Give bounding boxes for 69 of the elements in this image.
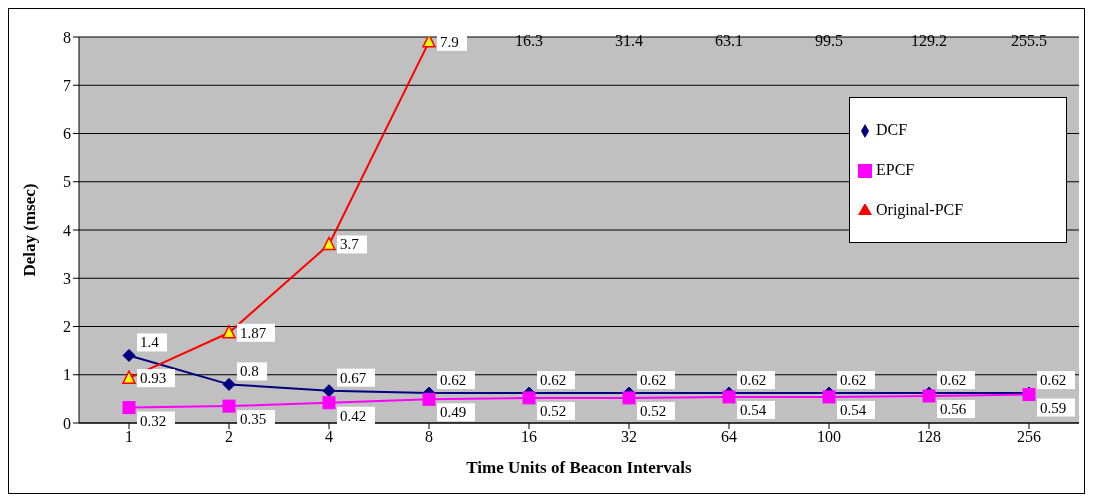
- data-label: 0.35: [240, 411, 267, 428]
- data-label: 1.87: [240, 324, 267, 341]
- data-label: 0.62: [440, 372, 467, 389]
- x-tick-label: 1: [125, 428, 133, 446]
- legend-label: DCF: [876, 121, 908, 138]
- x-tick-label: 100: [817, 428, 841, 446]
- y-tick-label: 1: [63, 366, 71, 384]
- x-axis-title: Time Units of Beacon Intervals: [466, 458, 693, 477]
- data-label: 0.59: [1040, 399, 1067, 416]
- annotation: 255.5: [1011, 32, 1047, 50]
- point: [322, 236, 336, 251]
- y-tick-label: 2: [63, 318, 71, 336]
- y-tick-label: 0: [63, 414, 71, 432]
- y-tick-label: 7: [63, 76, 71, 94]
- point: [722, 390, 736, 404]
- data-label: 7.9: [440, 33, 459, 50]
- data-label: 0.93: [140, 370, 167, 387]
- data-label: 0.67: [340, 369, 367, 386]
- y-tick-label: 8: [63, 28, 71, 46]
- point: [222, 377, 236, 391]
- data-label: 0.62: [840, 372, 867, 389]
- point: [122, 370, 136, 384]
- annotation: 63.1: [715, 32, 743, 50]
- point: [422, 37, 436, 48]
- x-tick-label: 256: [1017, 428, 1041, 446]
- data-label: 0.56: [940, 400, 967, 417]
- annotation: 99.5: [815, 32, 843, 50]
- x-tick-label: 2: [225, 428, 233, 446]
- y-tick-label: 4: [63, 221, 71, 239]
- data-label: 0.54: [840, 401, 867, 418]
- data-label: 0.62: [540, 372, 567, 389]
- point: [222, 325, 236, 339]
- data-label: 0.8: [240, 363, 259, 380]
- point: [322, 384, 336, 398]
- data-label: 0.42: [340, 407, 367, 424]
- point: [122, 348, 136, 362]
- data-label: 0.49: [440, 404, 467, 421]
- point: [222, 399, 236, 413]
- point: [422, 392, 436, 406]
- annotation: 31.4: [615, 32, 643, 50]
- point: [822, 390, 836, 404]
- point: [522, 391, 536, 405]
- point: [122, 401, 136, 415]
- data-label: 0.32: [140, 412, 167, 429]
- data-label: 0.52: [640, 402, 667, 419]
- data-label: 0.54: [740, 401, 767, 418]
- data-label: 0.62: [740, 372, 767, 389]
- data-label: 3.7: [340, 236, 360, 253]
- legend-label: EPCF: [876, 161, 915, 178]
- y-tick-label: 3: [63, 269, 71, 287]
- data-label: 0.52: [540, 402, 567, 419]
- x-tick-label: 4: [325, 428, 333, 446]
- data-label: 0.62: [640, 372, 667, 389]
- x-tick-label: 16: [521, 428, 537, 446]
- y-axis-title: Delay (msec): [20, 183, 40, 277]
- y-tick-label: 5: [63, 173, 71, 191]
- x-tick-label: 128: [917, 428, 941, 446]
- x-tick-label: 8: [425, 428, 433, 446]
- point: [322, 396, 336, 410]
- annotation: 129.2: [911, 32, 947, 50]
- x-tick-label: 64: [721, 428, 737, 446]
- data-label: 0.62: [940, 372, 967, 389]
- y-tick-label: 6: [63, 125, 71, 143]
- point: [622, 391, 636, 405]
- x-tick-label: 32: [621, 428, 637, 446]
- data-label: 1.4: [140, 334, 160, 351]
- legend-label: Original-PCF: [876, 201, 964, 218]
- data-label: 0.62: [1040, 372, 1067, 389]
- annotation: 16.3: [515, 32, 543, 50]
